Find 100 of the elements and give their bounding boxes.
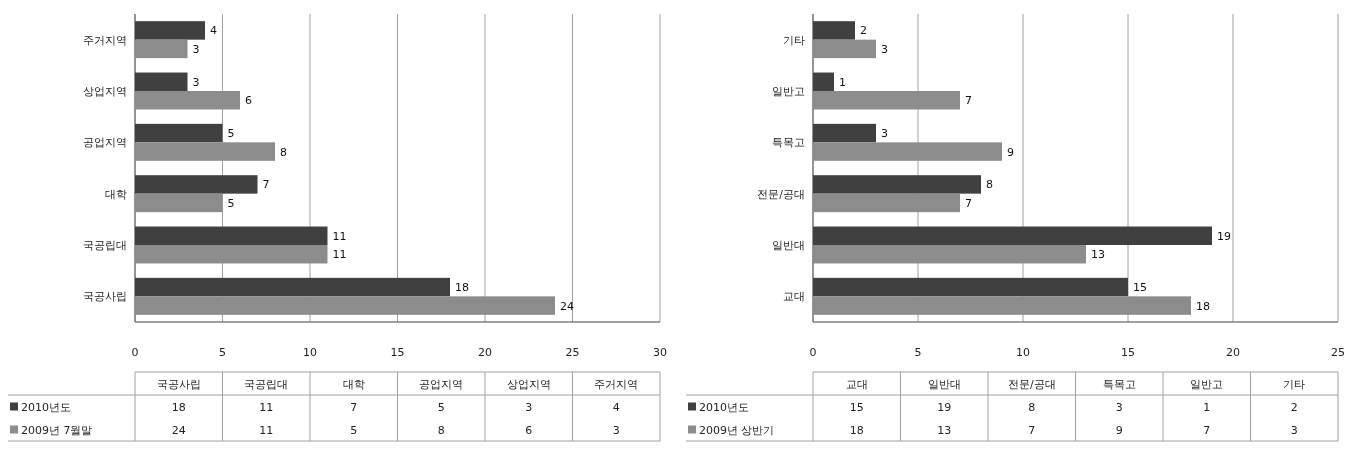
x-tick-label: 10: [303, 346, 317, 359]
x-tick-label: 30: [653, 346, 667, 359]
data-label: 18: [171, 400, 186, 414]
data-label: 8: [280, 145, 287, 159]
data-label: 13: [1091, 248, 1105, 262]
bar: [813, 175, 981, 194]
data-label: 18: [455, 281, 469, 295]
legend-label: 2010년도: [21, 400, 71, 414]
category-label: 일반대: [927, 377, 961, 391]
data-label: 3: [881, 127, 888, 141]
data-label: 3: [192, 42, 200, 56]
bar: [813, 21, 855, 40]
x-tick-label: 10: [1016, 346, 1030, 359]
y-tick-label: 교대: [783, 290, 805, 304]
data-label: 6: [525, 423, 533, 437]
data-label: 24: [560, 299, 574, 313]
x-tick-label: 20: [1226, 346, 1240, 359]
category-label: 기타: [1283, 377, 1306, 391]
bar: [813, 123, 876, 143]
data-label: 7: [1028, 423, 1036, 437]
data-label: 2: [1290, 400, 1298, 414]
data-label: 3: [192, 75, 200, 89]
data-label: 8: [1028, 400, 1036, 414]
data-label: 15: [849, 400, 864, 414]
bar: [135, 123, 223, 143]
data-label: 5: [437, 400, 445, 414]
data-label: 11: [259, 423, 274, 437]
data-label: 3: [1115, 400, 1123, 414]
data-label: 7: [965, 196, 972, 210]
data-label: 3: [881, 42, 888, 56]
y-tick-label: 국공립대: [83, 239, 127, 252]
legend-label: 2009년 7월말: [21, 423, 93, 437]
data-label: 15: [1133, 281, 1147, 295]
data-label: 7: [1203, 423, 1211, 437]
data-label: 5: [227, 196, 235, 210]
y-tick-label: 기타: [783, 33, 805, 47]
data-label: 7: [262, 178, 270, 192]
data-label: 7: [350, 400, 358, 414]
y-tick-label: 상업지역: [83, 85, 127, 98]
data-label: 1: [839, 75, 846, 89]
data-label: 19: [937, 400, 952, 414]
y-tick-label: 특목고: [772, 136, 805, 150]
data-label: 19: [1217, 229, 1231, 243]
bar: [813, 72, 834, 91]
y-tick-label: 공업지역: [83, 136, 127, 150]
data-label: 4: [210, 24, 217, 38]
data-label: 11: [332, 248, 347, 262]
data-label: 11: [332, 229, 347, 243]
category-label: 주거지역: [594, 377, 639, 391]
y-tick-label: 전문/공대: [757, 187, 805, 201]
category-label: 교대: [845, 377, 868, 391]
x-tick-label: 20: [478, 346, 492, 359]
data-label: 1: [1203, 400, 1211, 414]
data-label: 18: [1196, 299, 1210, 313]
bar: [135, 226, 328, 245]
x-tick-label: 15: [1121, 346, 1135, 359]
data-label: 9: [1115, 423, 1123, 437]
data-label: 5: [350, 423, 358, 437]
data-label: 11: [259, 400, 274, 414]
category-label: 공업지역: [419, 377, 464, 391]
y-tick-label: 일반대: [772, 239, 805, 252]
bar: [135, 72, 188, 91]
bar: [135, 277, 450, 297]
x-tick-label: 25: [565, 346, 580, 359]
data-label: 5: [227, 127, 235, 141]
data-label: 9: [1007, 145, 1014, 159]
x-tick-label: 0: [131, 346, 139, 359]
data-label: 2: [860, 24, 867, 38]
x-tick-label: 0: [809, 346, 817, 359]
data-label: 7: [965, 94, 972, 108]
data-label: 8: [986, 178, 993, 192]
y-tick-label: 일반고: [772, 85, 805, 98]
x-tick-label: 15: [390, 346, 405, 359]
category-label: 일반고: [1190, 377, 1224, 391]
data-label: 3: [525, 400, 533, 414]
bar: [813, 277, 1128, 297]
category-label: 국공사립: [156, 377, 201, 391]
category-label: 전문/공대: [1007, 377, 1056, 391]
bar: [135, 21, 205, 40]
data-label: 24: [171, 423, 186, 437]
legend-label: 2010년도: [699, 400, 749, 414]
x-tick-label: 25: [1331, 346, 1345, 359]
y-tick-label: 대학: [105, 187, 127, 201]
x-tick-label: 5: [914, 346, 922, 359]
data-label: 8: [437, 423, 445, 437]
legend-label: 2009년 상반기: [699, 423, 775, 437]
y-tick-label: 주거지역: [83, 33, 127, 47]
category-label: 상업지역: [506, 377, 551, 391]
data-label: 6: [245, 94, 252, 108]
bar: [135, 175, 258, 194]
data-label: 3: [1290, 423, 1298, 437]
category-label: 특목고: [1102, 377, 1136, 391]
data-label: 18: [849, 423, 864, 437]
data-label: 4: [612, 400, 620, 414]
y-tick-label: 국공사립: [83, 290, 127, 304]
bar: [813, 226, 1212, 245]
x-tick-label: 5: [219, 346, 226, 359]
category-label: 대학: [342, 377, 365, 391]
data-label: 3: [612, 423, 620, 437]
category-label: 국공립대: [244, 377, 289, 391]
